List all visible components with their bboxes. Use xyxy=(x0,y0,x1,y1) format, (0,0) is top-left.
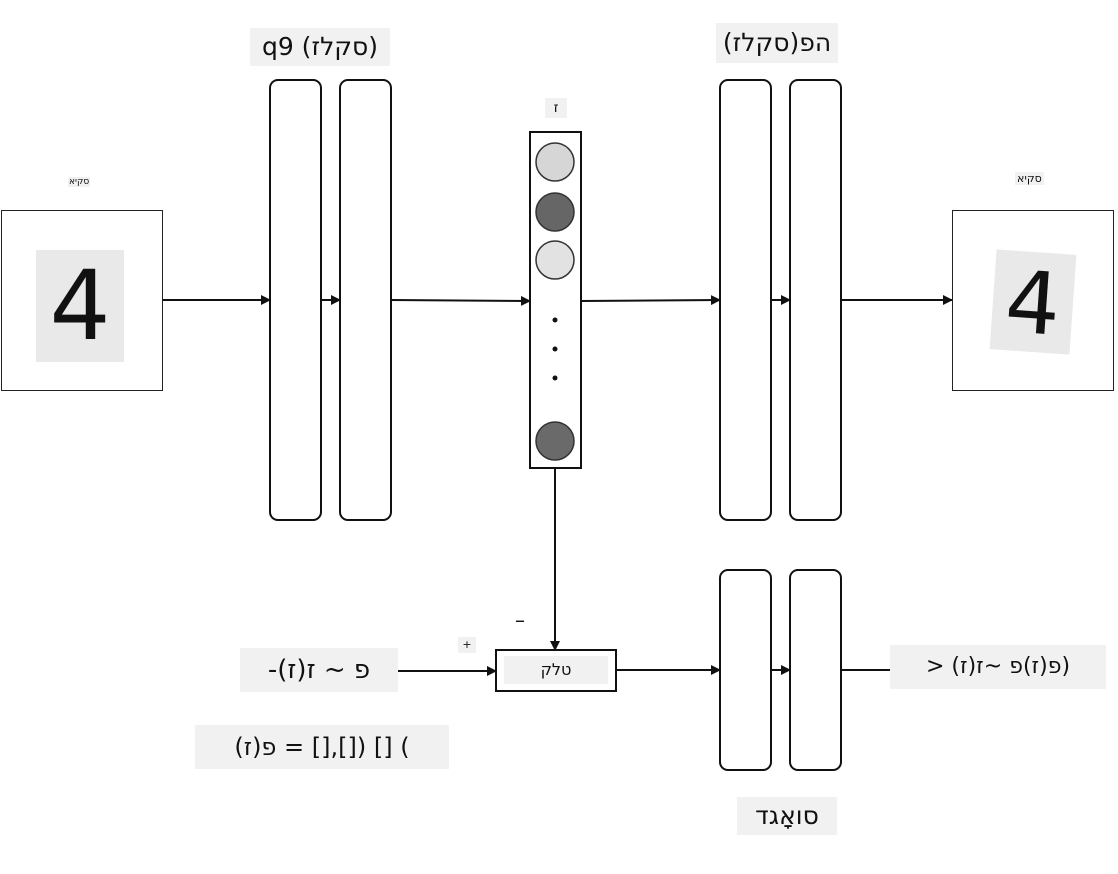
latent-label: ז xyxy=(545,98,567,118)
input-image-label: סקיא xyxy=(68,177,91,187)
arrow-encoder-to-latent xyxy=(390,295,531,306)
arrow-latent-to-decoder xyxy=(580,295,721,306)
latent-node-1 xyxy=(535,142,575,182)
concat-label: טלק xyxy=(504,656,608,684)
latent-vector xyxy=(529,131,582,469)
latent-node-2 xyxy=(535,192,575,232)
latent-dot-2 xyxy=(552,346,558,352)
output-image-label: סקיא xyxy=(1015,172,1044,185)
decoder-title: (סקלז)הפ xyxy=(716,23,838,63)
encoder-layer-2 xyxy=(339,79,392,521)
latent-node-n xyxy=(535,421,575,461)
encoder-title: q9 (סקלז) xyxy=(250,28,390,66)
prior-formula: פ(ז) = [],[]) [] ( xyxy=(195,725,449,769)
discriminator-title: סואָגד xyxy=(737,797,837,835)
latent-node-3 xyxy=(535,240,575,280)
plus-sign: + xyxy=(458,637,476,653)
encoder-layer-1 xyxy=(269,79,322,521)
output-digit: 4 xyxy=(989,249,1077,356)
discriminator-output-label: > פ(ז)פ ~ז(ז)) xyxy=(890,645,1106,689)
discriminator-layer-1 xyxy=(719,569,772,771)
input-digit: 4 xyxy=(36,250,124,362)
decoder-layer-2 xyxy=(789,79,842,521)
decoder-layer-1 xyxy=(719,79,772,521)
minus-sign: – xyxy=(515,608,525,632)
discriminator-layer-2 xyxy=(789,569,842,771)
latent-dot-3 xyxy=(552,375,558,381)
prior-sample-label: -(ז)פ ~ ז xyxy=(240,648,398,692)
latent-dot-1 xyxy=(552,317,558,323)
